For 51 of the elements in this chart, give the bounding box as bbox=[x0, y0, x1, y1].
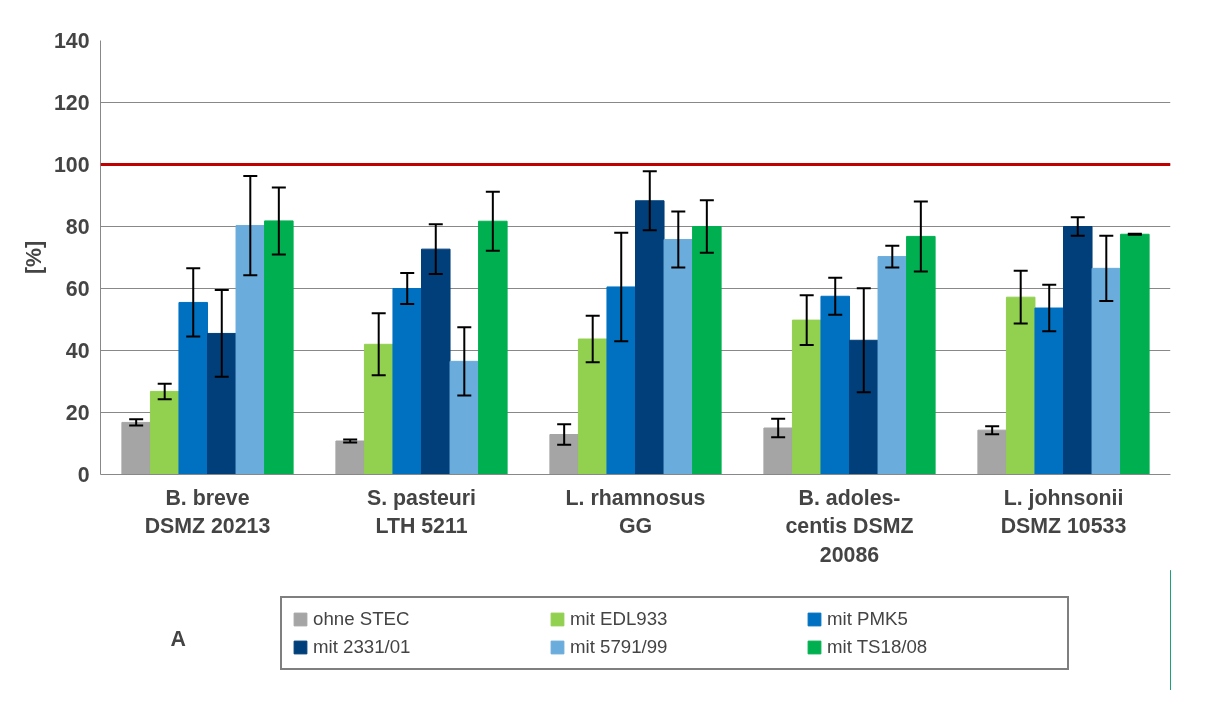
x-tick-label: B. breve DSMZ 20213 bbox=[144, 485, 271, 539]
bar bbox=[449, 360, 480, 475]
legend-label: mit EDL933 bbox=[570, 608, 669, 630]
bar bbox=[1091, 267, 1122, 475]
bar bbox=[421, 248, 451, 475]
y-tick-label: 20 bbox=[65, 401, 90, 425]
bar bbox=[820, 295, 850, 475]
x-tick-label: L. rhamnosus GG bbox=[565, 485, 706, 539]
y-tick-label: 60 bbox=[65, 277, 90, 301]
legend-label: mit PMK5 bbox=[827, 608, 909, 630]
y-tick-label: 80 bbox=[65, 215, 90, 239]
bar bbox=[606, 286, 636, 475]
bar bbox=[849, 339, 879, 475]
bar bbox=[1063, 226, 1093, 475]
bar bbox=[235, 225, 266, 475]
legend-label: mit 5791/99 bbox=[570, 636, 669, 658]
bar bbox=[207, 332, 237, 475]
bar bbox=[549, 434, 579, 475]
y-tick-label: 140 bbox=[53, 29, 90, 53]
bar bbox=[577, 338, 608, 475]
legend-label: ohne STEC bbox=[313, 608, 411, 630]
y-tick-label: 120 bbox=[53, 91, 90, 115]
bar bbox=[335, 440, 365, 475]
y-axis-title: [%] bbox=[21, 240, 46, 275]
bar bbox=[178, 301, 208, 475]
bar bbox=[877, 256, 908, 475]
bar bbox=[791, 319, 822, 475]
x-tick-label: L. johnsonii DSMZ 10533 bbox=[1000, 485, 1127, 539]
bar bbox=[663, 239, 694, 475]
x-tick-label: B. adoles- centis DSMZ 20086 bbox=[785, 485, 914, 568]
bar bbox=[1034, 307, 1064, 475]
legend-label: mit 2331/01 bbox=[313, 636, 412, 658]
bar bbox=[392, 288, 422, 475]
bar bbox=[149, 390, 180, 475]
legend-label: mit TS18/08 bbox=[827, 636, 929, 658]
bar bbox=[264, 220, 294, 475]
bar bbox=[906, 235, 936, 475]
y-tick-label: 40 bbox=[65, 339, 90, 363]
bar bbox=[635, 200, 665, 475]
y-tick-label: 100 bbox=[53, 153, 90, 177]
bar bbox=[478, 220, 508, 475]
bar bbox=[763, 427, 793, 475]
text: A bbox=[170, 626, 186, 651]
y-tick-label: 0 bbox=[77, 463, 90, 487]
bar bbox=[363, 343, 394, 475]
bar bbox=[1120, 233, 1150, 475]
bar bbox=[692, 226, 722, 475]
bar bbox=[121, 421, 151, 475]
bar bbox=[1005, 296, 1036, 475]
x-tick-label: S. pasteuri LTH 5211 bbox=[366, 485, 477, 539]
bar bbox=[977, 429, 1007, 475]
